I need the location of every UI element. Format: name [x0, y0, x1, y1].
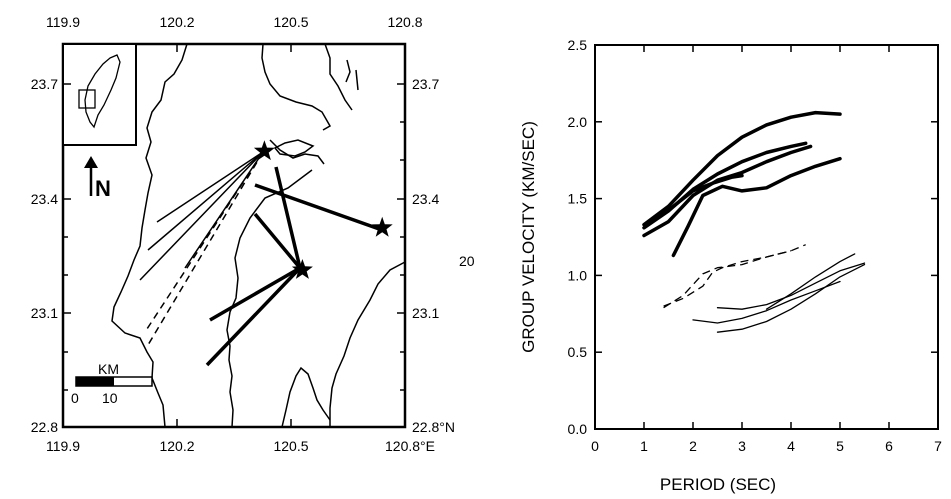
- station-star-icon: [253, 140, 275, 161]
- coastline-north-river: [261, 43, 332, 131]
- inset-frame: [62, 43, 137, 146]
- series-line-dashed: [663, 250, 792, 309]
- x-tick-label: 6: [885, 438, 893, 454]
- scale-tick-0: 0: [71, 390, 79, 406]
- x-tick-label: 4: [787, 438, 795, 454]
- north-label: N: [95, 176, 111, 201]
- y-tick-label: 2.5: [568, 37, 588, 53]
- map-right-lat-label-3: 22.8°N: [412, 419, 455, 435]
- series-line-thick: [652, 173, 744, 222]
- series-line-thick: [642, 110, 842, 227]
- x-tick-label: 7: [934, 438, 942, 454]
- coastline-east-lower: [329, 261, 406, 427]
- bay-outline: [281, 366, 331, 428]
- x-tick-label: 2: [689, 438, 697, 454]
- chart-ticks: 0 1 2 3 4 5 6 7 0.0 0.5 1.0 1.5 2.0 2.5: [568, 37, 943, 454]
- map-bottom-lon-label-0: 119.9: [46, 438, 80, 454]
- map-left-lat-label-0: 23.7: [31, 76, 58, 92]
- y-tick-label: 2.0: [568, 114, 588, 130]
- chart-panel: 0 1 2 3 4 5 6 70.00.51.01.52.02.5 PERIOD (SEC) …: [519, 37, 942, 494]
- series-line-thin: [716, 262, 866, 310]
- map-left-lat-label-1: 23.4: [31, 191, 58, 207]
- x-tick-label: 0: [591, 438, 599, 454]
- map-right-lat-label-0: 23.7: [412, 76, 439, 92]
- map-right-lat-label-2: 23.1: [412, 305, 439, 321]
- map-panel: N KM 0 10: [31, 14, 475, 454]
- scale-tick-10: 10: [102, 390, 118, 406]
- y-tick-label: 0.5: [568, 344, 588, 360]
- river-upper: [269, 139, 325, 165]
- y-tick-label: 1.5: [568, 191, 588, 207]
- map-bottom-lon-label-2: 120.5: [273, 438, 308, 454]
- lake-outline: [273, 139, 315, 157]
- station-star-icon: [291, 259, 313, 279]
- coastline-east-upper: [324, 43, 353, 111]
- north-arrow-icon: [84, 156, 98, 196]
- stray-label-20: 20: [459, 253, 475, 269]
- scale-label: KM: [98, 361, 119, 377]
- y-tick-label: 0.0: [568, 421, 588, 437]
- station-star-icon: [371, 216, 393, 237]
- map-left-lat-label-2: 23.1: [31, 305, 58, 321]
- paths-station-1: [139, 151, 264, 346]
- map-left-lat-label-3: 22.8: [31, 419, 58, 435]
- y-tick-label: 1.0: [568, 267, 588, 283]
- coastline-west: [111, 43, 188, 428]
- series-line-thick: [671, 156, 842, 258]
- map-top-lon-label-2: 120.5: [273, 14, 308, 30]
- chart-series-group: [642, 110, 866, 333]
- x-tick-label: 5: [836, 438, 844, 454]
- x-axis-label: PERIOD (SEC): [660, 475, 776, 494]
- y-axis-label: GROUP VELOCITY (KM/SEC): [519, 121, 538, 353]
- map-bottom-lon-label-3: 120.8°E: [385, 438, 435, 454]
- station-stars: [253, 140, 393, 279]
- series-line-thin: [765, 253, 856, 310]
- series-line-thin: [692, 280, 841, 324]
- map-top-lon-label-3: 120.8: [387, 14, 422, 30]
- x-tick-label: 3: [738, 438, 746, 454]
- inset-study-area-box: [78, 89, 96, 109]
- map-bottom-lon-label-1: 120.2: [159, 438, 194, 454]
- paths-station-2: [205, 166, 383, 367]
- map-top-lon-label-0: 119.9: [46, 14, 80, 30]
- series-line-dashed: [663, 244, 806, 307]
- x-tick-label: 1: [640, 438, 648, 454]
- series-line-thick: [642, 144, 813, 238]
- map-top-lon-label-1: 120.2: [159, 14, 194, 30]
- coast-islands: [345, 59, 359, 91]
- chart-frame: [594, 44, 939, 430]
- inset-taiwan-outline: [84, 54, 121, 129]
- map-ticks: [63, 44, 405, 427]
- map-right-lat-label-1: 23.4: [412, 191, 439, 207]
- map-frame: [61, 42, 407, 429]
- scale-bar: [75, 376, 153, 387]
- series-line-thin: [716, 263, 866, 333]
